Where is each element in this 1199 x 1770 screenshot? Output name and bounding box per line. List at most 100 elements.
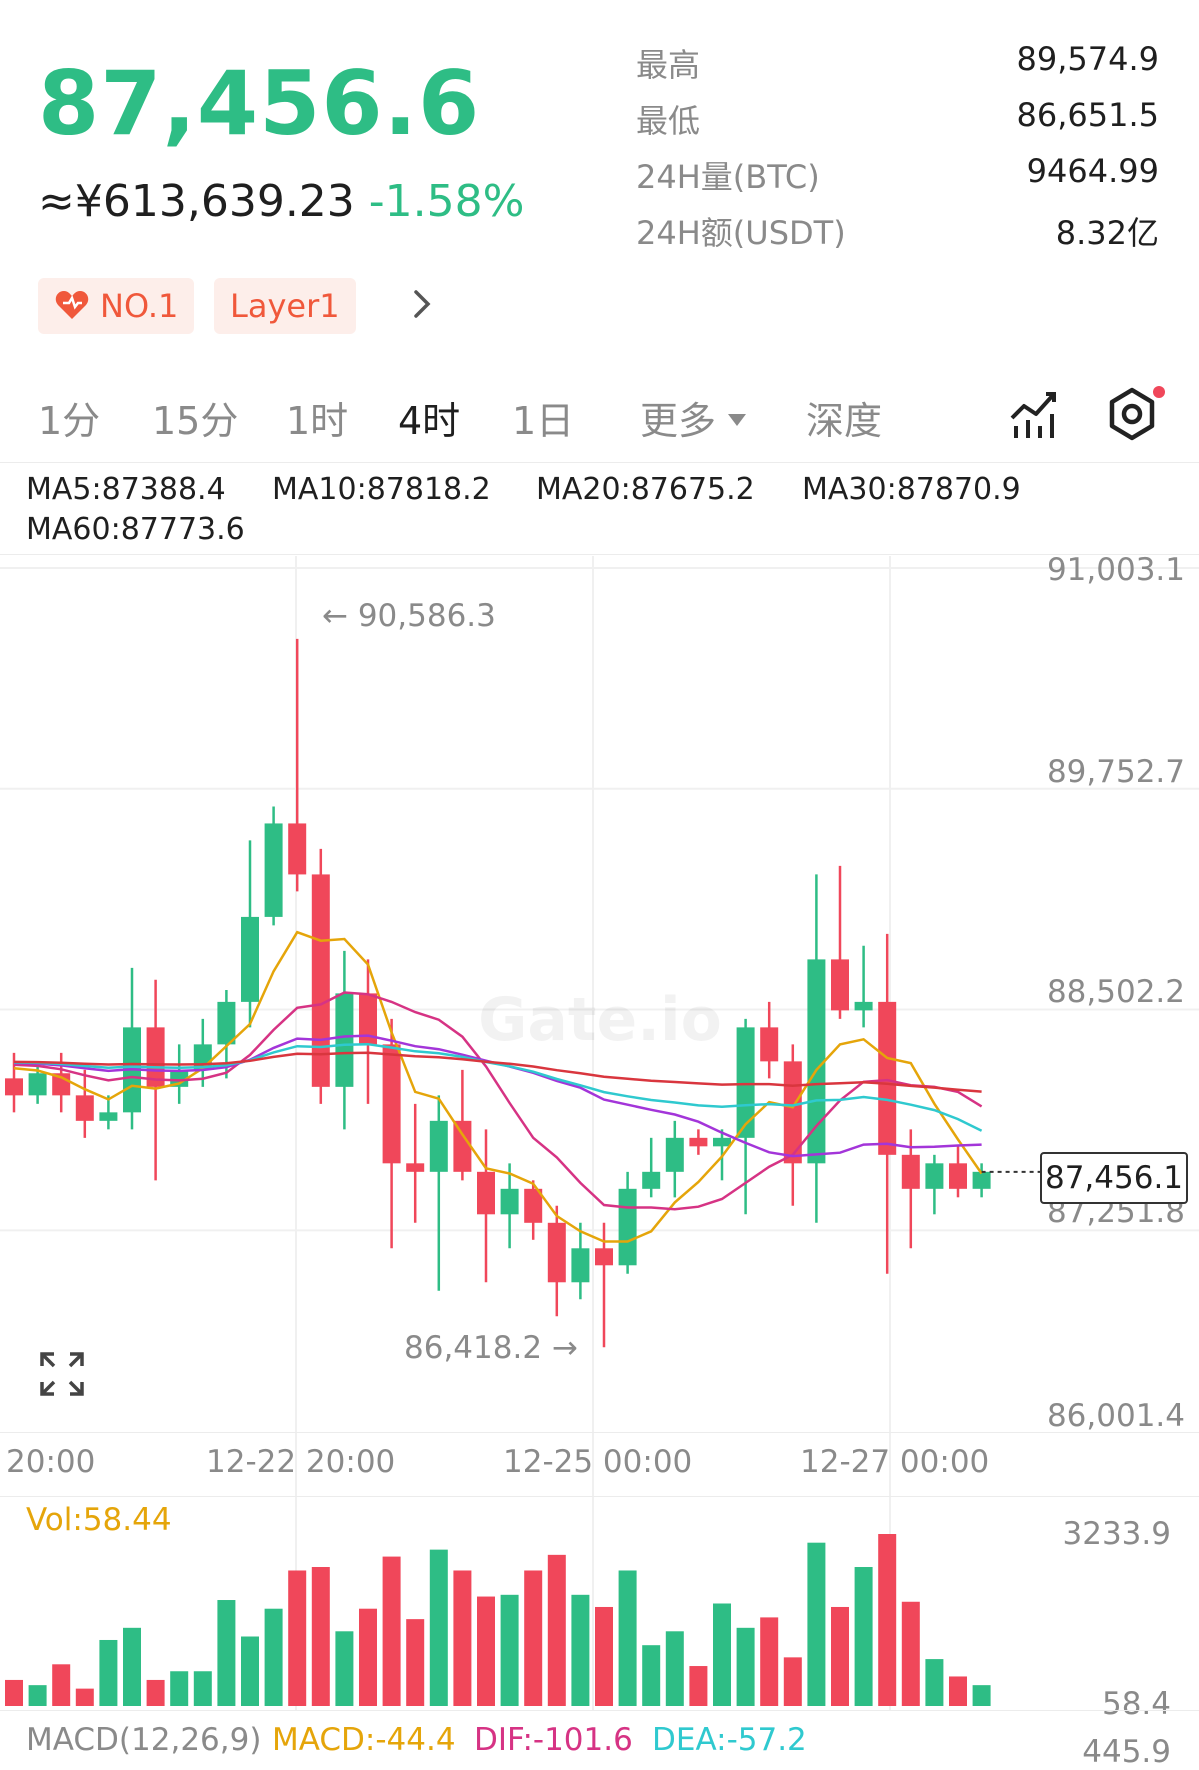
- volume-bar: [5, 1679, 23, 1706]
- y-label-2: 88,502.2: [1046, 974, 1185, 1010]
- candle-body: [642, 1171, 661, 1189]
- volume-bar: [901, 1601, 920, 1706]
- candle-body: [595, 1248, 613, 1266]
- stat-high-value: 89,574.9: [1016, 40, 1160, 78]
- volume-bar: [760, 1617, 779, 1706]
- candle-body: [382, 1044, 401, 1164]
- volume-bar: [52, 1664, 71, 1706]
- tab-more[interactable]: 更多: [640, 390, 748, 445]
- tab-4h[interactable]: 4时: [398, 399, 461, 443]
- candle-body: [5, 1078, 23, 1096]
- settings-hexagon-icon[interactable]: [1106, 384, 1166, 444]
- volume-label: Vol:58.44: [26, 1502, 172, 1538]
- volume-bar: [264, 1608, 283, 1706]
- volume-bar: [75, 1688, 94, 1706]
- candle-body: [429, 1120, 448, 1172]
- ma5-label: MA5:87388.4: [26, 472, 226, 507]
- candle-body: [241, 916, 259, 1002]
- price-cny-value: ≈¥613,639.23: [38, 176, 355, 227]
- candle-body: [878, 1001, 897, 1155]
- y-label-4: 86,001.4: [1046, 1398, 1185, 1434]
- volume-bar: [736, 1627, 755, 1706]
- tab-more-label: 更多: [640, 399, 717, 443]
- high-price-label: ← 90,586.3: [322, 598, 496, 634]
- tab-1d[interactable]: 1日: [512, 399, 575, 443]
- volume-bar: [217, 1600, 236, 1706]
- volume-bar: [807, 1542, 826, 1706]
- volume-bar: [972, 1685, 991, 1706]
- y-label-1: 89,752.7: [1046, 754, 1185, 790]
- tag-category-label: Layer1: [230, 287, 340, 325]
- candle-body: [736, 1027, 755, 1138]
- candle-body: [311, 874, 330, 1087]
- volume-bar: [99, 1639, 118, 1706]
- fullscreen-icon[interactable]: [38, 1350, 86, 1398]
- volume-bar: [949, 1676, 967, 1706]
- candle-body: [524, 1188, 543, 1223]
- candle-body: [500, 1188, 519, 1215]
- indicator-chart-icon[interactable]: [1008, 388, 1060, 440]
- xaxis-divider: [0, 1496, 1199, 1497]
- volume-bar: [382, 1556, 401, 1706]
- candle-body: [925, 1163, 944, 1189]
- volume-bar: [665, 1631, 684, 1706]
- tag-rank[interactable]: NO.1: [38, 278, 195, 334]
- candle-body: [760, 1027, 779, 1062]
- ma30-line: [13, 1042, 983, 1132]
- ma60-label: MA60:87773.6: [26, 512, 245, 547]
- chevron-right-icon[interactable]: [402, 284, 442, 324]
- candle-body: [547, 1222, 566, 1283]
- stat-high-label: 最高: [636, 46, 701, 84]
- candle-body: [972, 1171, 991, 1189]
- tab-1h[interactable]: 1时: [286, 399, 349, 443]
- vol-y-min: 58.4: [1101, 1686, 1171, 1722]
- macd-params: MACD(12,26,9): [26, 1722, 262, 1758]
- candle-body: [99, 1112, 118, 1121]
- volume-bar: [547, 1554, 566, 1706]
- tag-category[interactable]: Layer1: [214, 278, 356, 334]
- tab-15m[interactable]: 15分: [152, 399, 239, 443]
- x-label-3: 12-27 00:00: [800, 1444, 990, 1480]
- candle-body: [146, 1027, 165, 1087]
- candle-body: [170, 1069, 189, 1087]
- legend-divider: [0, 554, 1199, 555]
- stat-amount-value: 8.32亿: [1055, 214, 1159, 252]
- volume-bar: [854, 1567, 873, 1706]
- volume-bar: [595, 1606, 613, 1706]
- stat-low-label: 最低: [636, 102, 701, 140]
- candle-body: [288, 823, 307, 875]
- candle-body: [28, 1073, 47, 1096]
- volume-bar: [288, 1570, 307, 1706]
- candle-body: [406, 1163, 425, 1172]
- last-price: 87,456.6: [38, 52, 481, 155]
- ma5-line: [13, 930, 983, 1243]
- tab-1m[interactable]: 1分: [38, 399, 101, 443]
- candle-body: [783, 1061, 802, 1164]
- candle-body: [359, 993, 377, 1045]
- ma60-line: [13, 1051, 982, 1093]
- macd-dif: DIF:-101.6: [474, 1722, 633, 1758]
- tab-depth[interactable]: 深度: [806, 399, 883, 443]
- volume-bar: [618, 1570, 637, 1706]
- candle-body: [264, 823, 283, 917]
- candle-body: [618, 1188, 637, 1266]
- stat-low-value: 86,651.5: [1016, 96, 1160, 134]
- candle-body: [689, 1137, 708, 1147]
- vol-y-max: 3233.9: [1062, 1516, 1171, 1552]
- candle-body: [453, 1120, 472, 1172]
- stat-vol-value: 9464.99: [1026, 152, 1159, 190]
- price-change: -1.58%: [368, 176, 525, 227]
- volume-bar: [335, 1631, 354, 1706]
- candle-body: [854, 1001, 873, 1011]
- candle-body: [335, 993, 354, 1087]
- caret-down-icon: [728, 414, 747, 426]
- macd-value: MACD:-44.4: [272, 1722, 456, 1758]
- volume-bar: [123, 1627, 141, 1706]
- volume-bar: [170, 1671, 189, 1706]
- volume-bar: [713, 1603, 731, 1706]
- x-label-1: 12-22 20:00: [206, 1444, 396, 1480]
- volume-bar: [925, 1659, 944, 1706]
- current-price-tag: 87,456.1: [1040, 1152, 1188, 1204]
- volume-bar: [359, 1608, 377, 1706]
